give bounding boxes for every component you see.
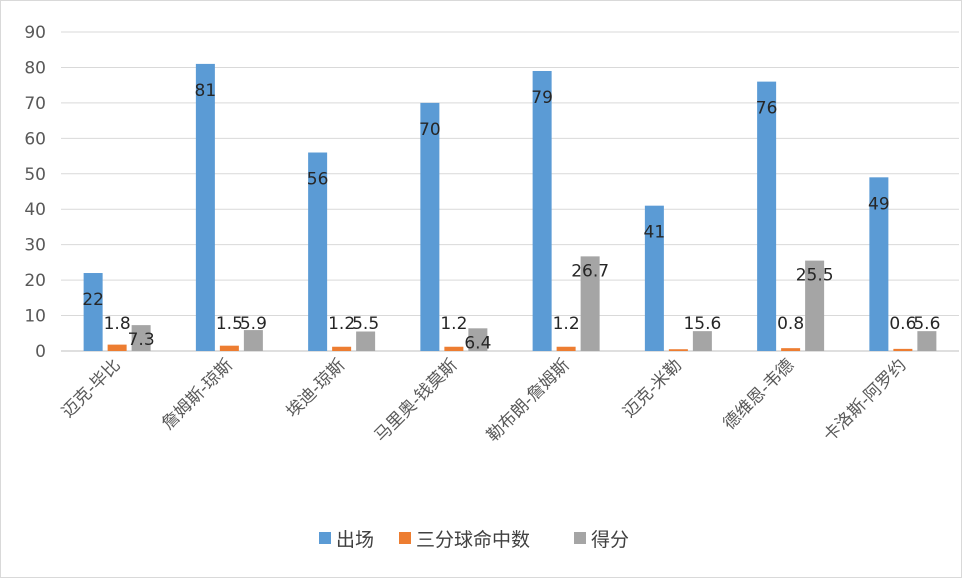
data-label: 81 bbox=[195, 81, 217, 101]
category-label: 詹姆斯-琼斯 bbox=[158, 355, 237, 434]
y-tick-label: 50 bbox=[24, 165, 46, 185]
data-label: 5.9 bbox=[240, 314, 267, 334]
bar-2 bbox=[444, 346, 464, 351]
legend: 出场 三分球命中数 得分 bbox=[319, 529, 629, 551]
data-label: 5.6 bbox=[913, 314, 940, 334]
legend-label: 出场 bbox=[336, 529, 374, 551]
bar-2 bbox=[107, 344, 127, 351]
data-label: 1.2 bbox=[440, 314, 467, 334]
data-label: 0.8 bbox=[777, 314, 804, 334]
bars bbox=[83, 63, 937, 352]
bar-3 bbox=[805, 260, 825, 351]
bar-1 bbox=[83, 273, 103, 351]
bar-1 bbox=[757, 81, 777, 351]
gridlines bbox=[61, 31, 959, 352]
category-label: 迈克-米勒 bbox=[619, 355, 686, 422]
y-tick-label: 10 bbox=[24, 307, 46, 327]
bar-2 bbox=[556, 346, 576, 351]
bar-1 bbox=[644, 205, 664, 351]
category-label: 卡洛斯-阿罗约 bbox=[820, 355, 911, 446]
y-tick-label: 90 bbox=[24, 23, 46, 43]
bar-3 bbox=[580, 256, 600, 351]
data-label: 1.2 bbox=[553, 314, 580, 334]
legend-label: 三分球命中数 bbox=[416, 529, 530, 551]
bar-3 bbox=[468, 328, 488, 351]
bar-1 bbox=[308, 152, 328, 351]
category-label: 埃迪-琼斯 bbox=[283, 355, 350, 422]
data-label: 1.2 bbox=[328, 314, 355, 334]
bar-2 bbox=[332, 346, 352, 351]
y-tick-label: 0 bbox=[35, 342, 46, 362]
legend-swatch-1 bbox=[319, 532, 331, 544]
bar-1 bbox=[420, 102, 440, 351]
category-label: 马里奥-钱莫斯 bbox=[371, 355, 462, 446]
bar-1 bbox=[195, 63, 215, 352]
category-label: 迈克-毕比 bbox=[58, 355, 125, 422]
data-label: 6.4 bbox=[464, 333, 491, 353]
y-axis-ticks: 0 10 20 30 40 50 60 70 80 90 bbox=[24, 23, 46, 362]
bar-2 bbox=[668, 349, 688, 351]
data-label: 70 bbox=[419, 120, 441, 140]
data-label: 1.5 bbox=[216, 314, 243, 334]
data-label: 0.6 bbox=[889, 314, 916, 334]
data-label: 7.3 bbox=[128, 330, 155, 350]
legend-swatch-2 bbox=[399, 532, 411, 544]
bar-3 bbox=[131, 325, 151, 351]
category-label: 德维恩-韦德 bbox=[720, 355, 799, 434]
data-label: 15.6 bbox=[683, 314, 721, 334]
y-tick-label: 60 bbox=[24, 129, 46, 149]
data-label: 22 bbox=[82, 290, 104, 310]
bar-2 bbox=[781, 348, 801, 351]
y-tick-label: 30 bbox=[24, 236, 46, 256]
y-tick-label: 40 bbox=[24, 200, 46, 220]
bar-3 bbox=[917, 331, 937, 351]
y-tick-label: 20 bbox=[24, 271, 46, 291]
bar-1 bbox=[869, 177, 889, 351]
data-label: 56 bbox=[307, 170, 329, 190]
bar-3 bbox=[356, 331, 376, 351]
bar-3 bbox=[243, 330, 263, 351]
bar-2 bbox=[893, 348, 913, 351]
data-label: 26.7 bbox=[571, 261, 609, 281]
data-label: 5.5 bbox=[352, 314, 379, 334]
data-label: 79 bbox=[531, 88, 553, 108]
category-labels: 迈克-毕比 詹姆斯-琼斯 埃迪-琼斯 马里奥-钱莫斯 勒布朗-詹姆斯 迈克-米勒 德维恩-韦… bbox=[58, 355, 910, 446]
data-label: 25.5 bbox=[796, 266, 834, 286]
bar-1 bbox=[532, 70, 552, 351]
data-label: 1.8 bbox=[104, 314, 131, 334]
bar-3 bbox=[692, 331, 712, 351]
legend-label: 得分 bbox=[591, 529, 629, 551]
data-labels: 221.87.3811.55.9561.25.5701.26.4791.226.… bbox=[82, 81, 940, 353]
data-label: 41 bbox=[644, 223, 666, 243]
y-tick-label: 80 bbox=[24, 58, 46, 78]
data-label: 76 bbox=[756, 99, 778, 119]
y-tick-label: 70 bbox=[24, 94, 46, 114]
legend-swatch-3 bbox=[574, 532, 586, 544]
bar-2 bbox=[219, 345, 239, 351]
category-label: 勒布朗-詹姆斯 bbox=[483, 355, 574, 446]
data-label: 49 bbox=[868, 194, 890, 214]
